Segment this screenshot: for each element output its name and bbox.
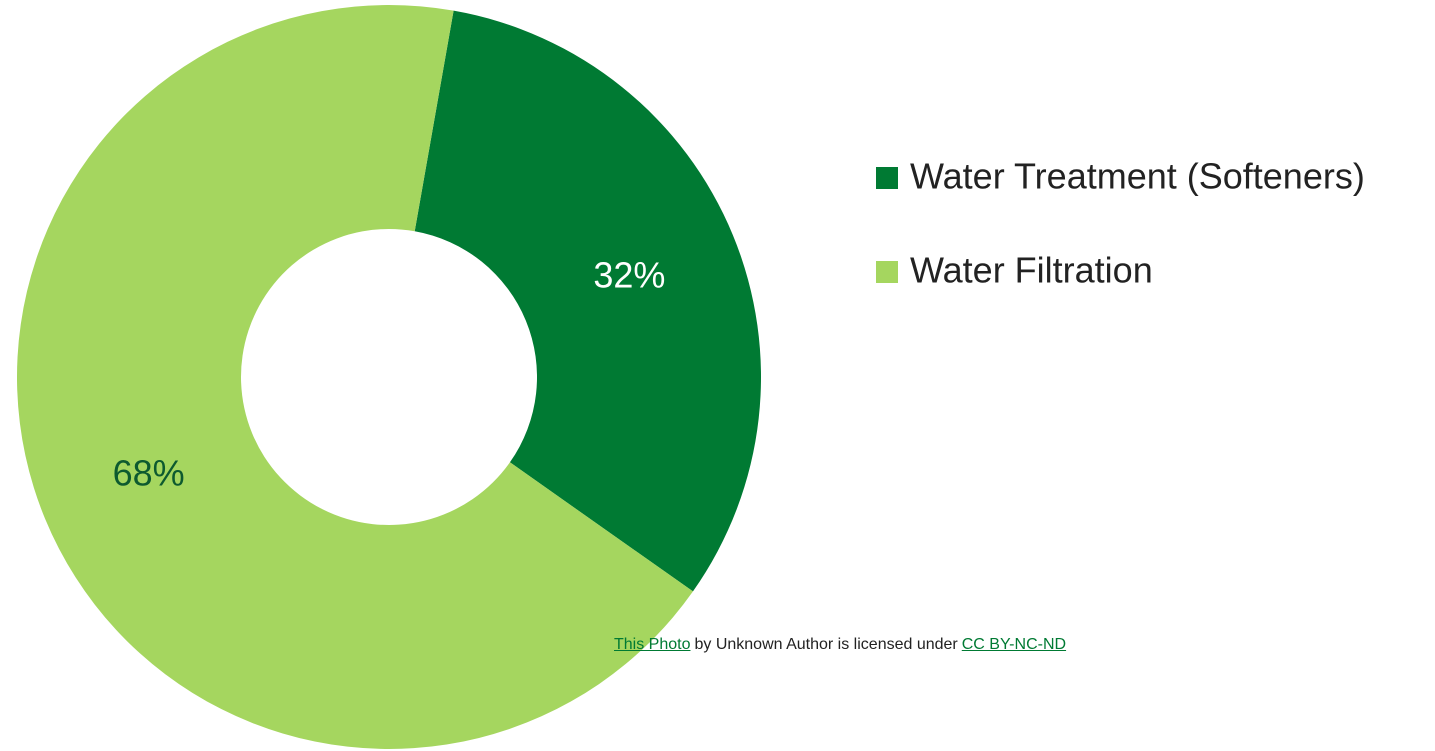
license-link[interactable]: CC BY-NC-ND bbox=[961, 636, 1067, 653]
legend-swatch bbox=[876, 167, 898, 189]
slice bbox=[414, 10, 761, 592]
attribution: This Photo by Unknown Author is licensed … bbox=[614, 636, 1066, 654]
legend-label: Water Treatment (Softeners) bbox=[910, 156, 1365, 197]
slice-label: 68% bbox=[113, 453, 185, 494]
attribution-text: by Unknown Author is licensed under bbox=[694, 636, 958, 653]
photo-link[interactable]: This Photo bbox=[614, 636, 691, 653]
legend-swatch bbox=[876, 261, 898, 283]
legend-label: Water Filtration bbox=[910, 250, 1153, 291]
slice-label: 32% bbox=[593, 254, 665, 295]
slice bbox=[16, 4, 693, 749]
